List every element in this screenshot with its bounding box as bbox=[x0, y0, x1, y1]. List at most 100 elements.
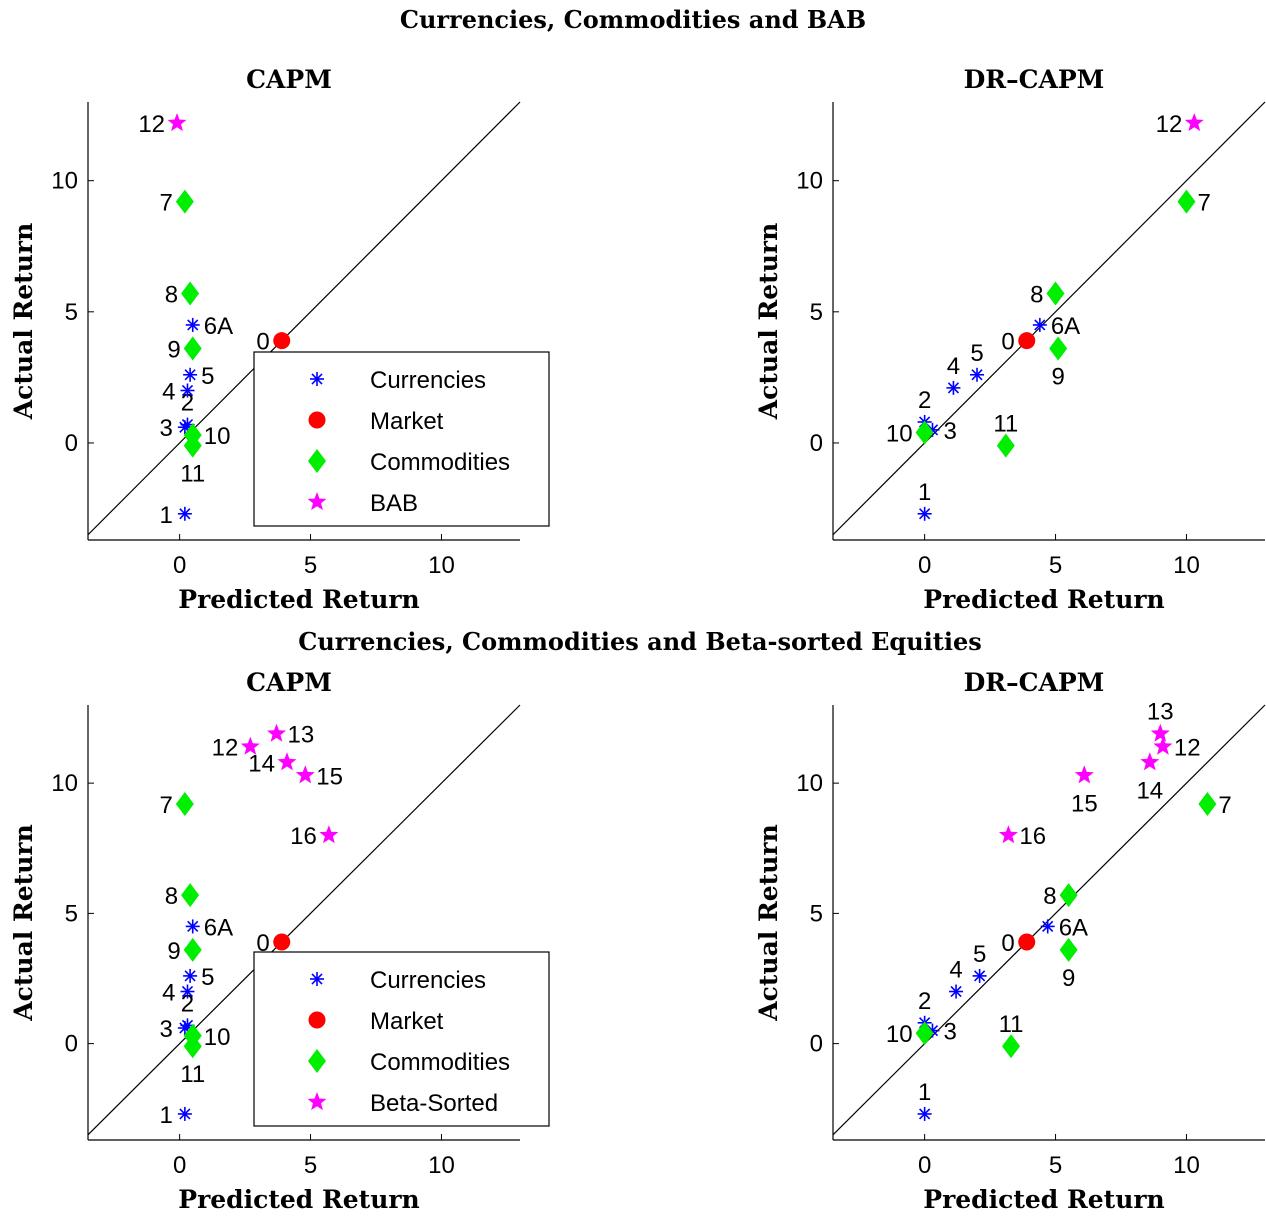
data-point-currencies bbox=[1041, 919, 1055, 933]
point-label: 6A bbox=[204, 914, 233, 941]
legend-entry: Commodities bbox=[370, 1049, 510, 1076]
data-point-currencies bbox=[186, 919, 200, 933]
point-label: 4 bbox=[162, 980, 175, 1007]
point-label: 13 bbox=[288, 722, 315, 749]
point-label: 7 bbox=[160, 792, 173, 819]
point-label: 1 bbox=[918, 1079, 931, 1106]
point-label: 9 bbox=[167, 938, 180, 965]
point-label: 3 bbox=[160, 1016, 173, 1043]
x-tick-label: 10 bbox=[428, 552, 455, 579]
data-point-commodities bbox=[176, 792, 194, 816]
y-axis-label: Actual Return bbox=[9, 223, 38, 421]
y-tick-label: 0 bbox=[65, 430, 78, 457]
x-axis-label: Predicted Return bbox=[178, 585, 419, 614]
data-point-commodities bbox=[184, 337, 202, 361]
data-point-commodities bbox=[1198, 792, 1216, 816]
data-point-beta-sorted bbox=[1151, 724, 1170, 742]
data-point-currencies bbox=[970, 368, 984, 382]
point-label: 8 bbox=[1030, 281, 1043, 308]
point-label: 1 bbox=[160, 1102, 173, 1129]
point-label: 0 bbox=[1001, 930, 1014, 957]
point-label: 9 bbox=[1062, 965, 1075, 992]
x-tick-label: 10 bbox=[1173, 552, 1200, 579]
data-point-currencies bbox=[949, 985, 963, 999]
point-label: 15 bbox=[1071, 790, 1098, 817]
y-tick-label: 0 bbox=[810, 1031, 823, 1058]
data-point-commodities bbox=[916, 1021, 934, 1045]
y-tick-label: 10 bbox=[51, 770, 78, 797]
point-label: 3 bbox=[160, 415, 173, 442]
point-label: 4 bbox=[947, 353, 960, 380]
point-label: 7 bbox=[160, 190, 173, 217]
x-axis-label: Predicted Return bbox=[923, 585, 1164, 614]
point-label: 3 bbox=[943, 418, 956, 445]
legend-entry: Market bbox=[370, 408, 444, 435]
legend-entry: Market bbox=[370, 1008, 444, 1035]
x-tick-label: 10 bbox=[428, 1152, 455, 1179]
legend: Currencies Market Commodities BAB bbox=[254, 352, 549, 526]
y-tick-label: 0 bbox=[65, 1031, 78, 1058]
data-point-commodities bbox=[1060, 883, 1078, 907]
point-label: 9 bbox=[1051, 364, 1064, 391]
data-point-currencies bbox=[1033, 318, 1047, 332]
data-point-currencies bbox=[973, 969, 987, 983]
data-point-currencies bbox=[180, 384, 194, 398]
point-label: 2 bbox=[918, 988, 931, 1015]
data-point-currencies bbox=[918, 507, 932, 521]
data-point-currencies bbox=[180, 985, 194, 999]
section-title-top: Currencies, Commodities and BAB bbox=[400, 5, 866, 34]
legend-marker-currencies bbox=[310, 372, 324, 386]
point-label: 8 bbox=[1043, 883, 1056, 910]
x-tick-label: 5 bbox=[304, 552, 317, 579]
data-point-bab bbox=[168, 113, 187, 131]
point-label: 6A bbox=[1051, 313, 1080, 340]
data-point-commodities bbox=[1177, 190, 1195, 214]
point-label: 8 bbox=[165, 281, 178, 308]
data-point-currencies bbox=[178, 507, 192, 521]
data-point-currencies bbox=[183, 969, 197, 983]
chart-title: DR–CAPM bbox=[964, 65, 1105, 94]
point-label: 16 bbox=[1019, 823, 1046, 850]
point-label: 16 bbox=[290, 823, 317, 850]
x-tick-label: 0 bbox=[173, 1152, 186, 1179]
point-label: 9 bbox=[167, 337, 180, 364]
y-tick-label: 10 bbox=[796, 770, 823, 797]
point-label: 14 bbox=[1136, 777, 1163, 804]
data-point-commodities bbox=[184, 938, 202, 962]
point-label: 7 bbox=[1197, 190, 1210, 217]
diagonal-line bbox=[833, 705, 1265, 1135]
x-tick-label: 5 bbox=[304, 1152, 317, 1179]
data-point-commodities bbox=[181, 281, 199, 305]
point-label: 6A bbox=[1059, 914, 1088, 941]
data-point-bab bbox=[1185, 113, 1204, 131]
y-tick-label: 5 bbox=[810, 900, 823, 927]
legend-entry: Currencies bbox=[370, 367, 486, 394]
point-label: 15 bbox=[316, 763, 343, 790]
data-point-beta-sorted bbox=[1075, 765, 1094, 783]
x-axis-label: Predicted Return bbox=[923, 1185, 1164, 1214]
x-tick-label: 0 bbox=[918, 1152, 931, 1179]
point-label: 12 bbox=[212, 735, 239, 762]
data-point-beta-sorted bbox=[999, 825, 1018, 843]
diagonal-line bbox=[833, 102, 1265, 535]
y-tick-label: 10 bbox=[51, 168, 78, 195]
point-label: 13 bbox=[1147, 699, 1174, 726]
point-label: 8 bbox=[165, 883, 178, 910]
chart-panel-2: 0 5 100510CAPMPredicted ReturnActual Retur… bbox=[9, 668, 549, 1214]
chart-title: DR–CAPM bbox=[964, 668, 1105, 697]
data-point-beta-sorted bbox=[278, 752, 297, 770]
data-point-beta-sorted bbox=[267, 724, 286, 742]
point-label: 7 bbox=[1218, 792, 1231, 819]
x-tick-label: 5 bbox=[1049, 552, 1062, 579]
x-tick-label: 10 bbox=[1173, 1152, 1200, 1179]
legend-marker-currencies bbox=[310, 972, 324, 986]
legend-entry: BAB bbox=[370, 490, 418, 517]
data-point-currencies bbox=[183, 368, 197, 382]
legend: Currencies Market Commodities Beta-Sorted bbox=[254, 952, 549, 1126]
section-title-bottom: Currencies, Commodities and Beta-sorted … bbox=[298, 627, 982, 656]
legend-marker-market bbox=[309, 1012, 326, 1029]
point-label: 5 bbox=[201, 964, 214, 991]
